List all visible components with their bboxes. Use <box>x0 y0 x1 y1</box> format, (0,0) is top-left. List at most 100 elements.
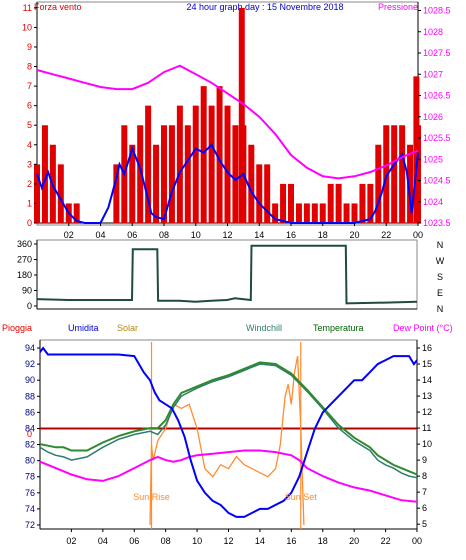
x-tick-label: 18 <box>318 536 328 546</box>
temperature-tick-label: 13 <box>422 391 432 401</box>
temperature-tick-label: 12 <box>422 407 432 417</box>
wind-direction-line <box>36 244 418 305</box>
right-tick-label: 1028.5 <box>423 6 451 16</box>
humidity-tick-label: 92 <box>25 359 35 369</box>
x-tick-label: 22 <box>381 536 391 546</box>
direction-tick-label: 270 <box>17 255 32 265</box>
windchill-label: Windchill <box>246 323 282 333</box>
right-tick-label: 1024 <box>423 197 443 207</box>
right-tick-label: 1023.5 <box>423 218 451 228</box>
left-tick-label: 5 <box>27 120 32 130</box>
x-tick-label: 10 <box>192 536 202 546</box>
humidity-tick-label: 84 <box>25 423 35 433</box>
x-tick-label: 22 <box>381 230 391 240</box>
x-tick-label: 08 <box>161 536 171 546</box>
temperature-tick-label: 7 <box>422 487 427 497</box>
humidity-tick-label: 86 <box>25 407 35 417</box>
right-tick-label: 1025 <box>423 154 443 164</box>
panel3-x-ticks: 02 04 06 08 10 12 14 16 18 20 22 00 <box>66 529 422 546</box>
panel1-x-ticks: 02 04 06 08 10 12 14 16 18 20 22 00 <box>64 223 423 240</box>
x-tick-label: 10 <box>191 230 201 240</box>
compass-letter: N <box>437 240 444 250</box>
x-tick-label: 16 <box>286 536 296 546</box>
x-tick-label: 06 <box>129 536 139 546</box>
left-tick-label: 2 <box>27 179 32 189</box>
windchill-line <box>39 363 418 479</box>
left-tick-label: 7 <box>27 81 32 91</box>
pioggia-label: Pioggia <box>2 323 32 333</box>
left-tick-label: 6 <box>27 101 32 111</box>
x-tick-label: 00 <box>413 230 423 240</box>
temperature-tick-label: 14 <box>422 375 432 385</box>
panel2-left-ticks: 0 90 180 270 360 <box>17 239 37 311</box>
x-tick-label: 12 <box>223 536 233 546</box>
panel1-left-ticks: 0 1 2 3 4 5 6 7 8 9 10 11 <box>22 3 37 228</box>
right-tick-label: 1026.5 <box>423 91 451 101</box>
x-tick-label: 12 <box>222 230 232 240</box>
humidity-tick-label: 82 <box>25 440 35 450</box>
compass-letter: W <box>436 256 445 266</box>
x-tick-label: 02 <box>66 536 76 546</box>
x-tick-label: 02 <box>64 230 74 240</box>
x-tick-label: 16 <box>286 230 296 240</box>
humidity-tick-label: 78 <box>25 472 35 482</box>
x-tick-label: 20 <box>349 230 359 240</box>
x-tick-label: 20 <box>349 536 359 546</box>
direction-tick-label: 90 <box>22 286 32 296</box>
humidity-tick-label: 74 <box>25 504 35 514</box>
temperature-tick-label: 11 <box>422 423 431 433</box>
x-tick-label: 04 <box>98 536 108 546</box>
sunset-label: Sun Set <box>285 492 318 502</box>
right-tick-label: 1027.5 <box>423 48 451 58</box>
umidita-label: Umidita <box>68 323 99 333</box>
temperature-tick-label: 10 <box>422 439 432 449</box>
sunrise-label: Sun Rise <box>133 492 170 502</box>
left-tick-label: 0 <box>27 218 32 228</box>
left-tick-label: 1 <box>27 198 32 208</box>
humidity-tick-label: 88 <box>25 391 35 401</box>
humidity-tick-label: 76 <box>25 488 35 498</box>
solar-label: Solar <box>117 323 138 333</box>
x-tick-label: 18 <box>318 230 328 240</box>
right-tick-label: 1028 <box>423 27 443 37</box>
pressione-label: Pressione <box>378 2 418 12</box>
temperatura-label: Temperatura <box>313 323 364 333</box>
left-tick-label: 3 <box>27 159 32 169</box>
panel1-right-ticks: 1023.5 1024 1024.5 1025 1025.5 1026 1026.5 1027… <box>418 6 451 228</box>
temperature-tick-label: 16 <box>422 343 432 353</box>
x-tick-label: 14 <box>255 536 265 546</box>
x-tick-label: 14 <box>254 230 264 240</box>
right-tick-label: 1026 <box>423 112 443 122</box>
right-tick-label: 1024.5 <box>423 176 451 186</box>
pioggia-zero-label: 0 <box>27 429 32 439</box>
umidita-line <box>39 346 418 518</box>
right-tick-label: 1027 <box>423 69 443 79</box>
chart-title: 24 hour graph day : 15 Novembre 2018 <box>186 2 343 12</box>
left-tick-label: 8 <box>27 62 32 72</box>
panel3-left-ticks: 72 74 76 78 80 82 84 86 88 90 92 94 <box>25 343 40 530</box>
compass-letter: E <box>437 288 443 298</box>
x-tick-label: 04 <box>95 230 105 240</box>
left-tick-label: 11 <box>23 3 32 13</box>
temperatura-line <box>39 361 418 476</box>
x-tick-label: 08 <box>159 230 169 240</box>
compass-letter: N <box>437 304 444 314</box>
temperature-tick-label: 8 <box>422 471 427 481</box>
panel3-right-ticks: 5 6 7 8 9 10 11 12 13 14 15 16 <box>417 343 432 529</box>
temperature-tick-label: 5 <box>422 519 427 529</box>
left-tick-label: 4 <box>27 140 32 150</box>
wind-line <box>36 143 419 224</box>
pressure-line <box>36 64 419 180</box>
dewpoint-label: Dew Point (°C) <box>393 323 453 333</box>
x-tick-label: 06 <box>127 230 137 240</box>
humidity-tick-label: 94 <box>25 343 35 353</box>
dewpoint-line <box>39 449 418 503</box>
temperature-tick-label: 9 <box>422 455 427 465</box>
humidity-temperature-panel: 0 Sun Rise Sun Set 727476788082848688909… <box>25 339 432 546</box>
humidity-tick-label: 80 <box>25 456 35 466</box>
